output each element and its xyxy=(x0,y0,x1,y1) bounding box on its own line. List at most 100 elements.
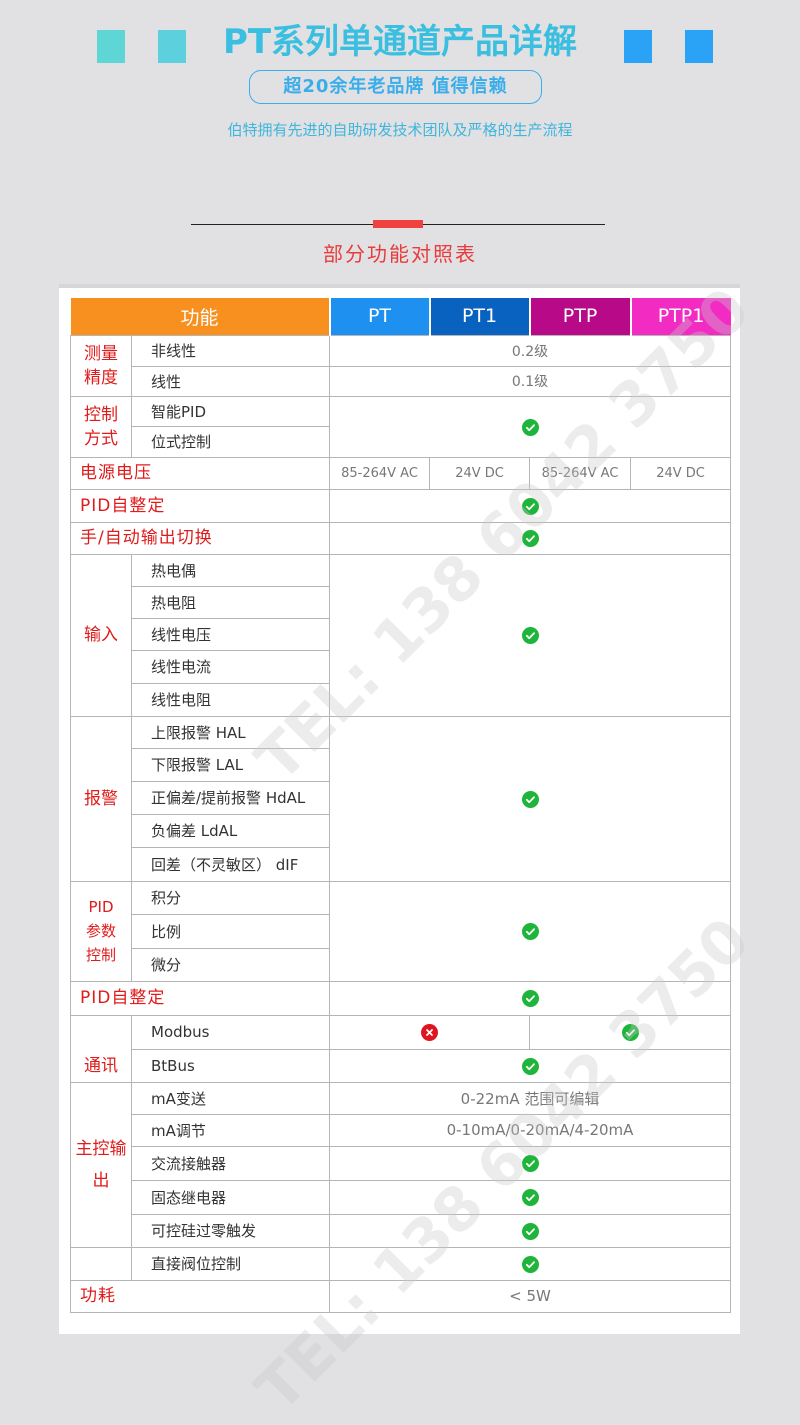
row-value: 0.2级 xyxy=(329,334,732,367)
row-label: 可控硅过零触发 xyxy=(130,1213,331,1248)
table-row: 功耗 < 5W xyxy=(69,1279,732,1313)
check-icon xyxy=(521,418,539,436)
pt1-value: 24V DC xyxy=(429,456,531,490)
table-row: 报警 上限报警 HAL xyxy=(70,715,732,882)
table-row: 通讯 Modbus xyxy=(70,1014,732,1083)
table-row: 电源电压 85-264V AC 24V DC 85-264V AC 24V DC xyxy=(69,456,732,490)
header-ptp: PTP xyxy=(529,298,632,335)
group-label: 主控输出 xyxy=(70,1081,132,1248)
group-label: PID 参数 控制 xyxy=(70,880,132,982)
check-icon xyxy=(521,1155,539,1172)
group-label: 报警 xyxy=(70,715,132,882)
table-row: PID自整定 xyxy=(69,980,732,1016)
check-cell xyxy=(329,1246,732,1281)
decor-square xyxy=(685,30,713,63)
check-cell xyxy=(329,521,732,555)
row-label: 热电阻 xyxy=(130,585,331,619)
row-label: Modbus xyxy=(130,1014,331,1050)
check-icon xyxy=(521,1255,539,1273)
check-icon xyxy=(521,497,539,515)
check-cell xyxy=(329,1213,732,1248)
group-label: 测量精度 xyxy=(70,334,132,397)
check-cell xyxy=(329,488,732,523)
header-feature: 功能 xyxy=(70,298,331,335)
subtitle: 伯特拥有先进的自助研发技术团队及严格的生产流程 xyxy=(227,121,573,139)
row-label: 功耗 xyxy=(69,1279,331,1313)
check-cell xyxy=(329,980,732,1016)
row-label: 正偏差/提前报警 HdAL xyxy=(130,780,331,815)
row-label: 上限报警 HAL xyxy=(130,715,331,749)
table-row: 主控输出 mA变送 0-22mA 范围可编辑 xyxy=(70,1081,732,1248)
row-label: 线性 xyxy=(130,365,331,397)
table-row: 控制方式 智能PID xyxy=(70,395,732,458)
check-cell xyxy=(329,880,732,982)
row-value: 0-10mA/0-20mA/4-20mA xyxy=(329,1113,732,1147)
decor-square xyxy=(624,30,652,63)
row-value: 0.1级 xyxy=(329,365,732,397)
check-icon xyxy=(521,1189,539,1206)
row-label: mA调节 xyxy=(130,1113,331,1147)
row-label: PID自整定 xyxy=(69,980,331,1016)
slogan-badge: 超20余年老品牌 值得信赖 xyxy=(249,70,542,104)
divider-accent xyxy=(373,220,423,228)
page-title: PT系列单通道产品详解 xyxy=(222,22,578,62)
row-label: 回差（不灵敏区） dIF xyxy=(130,846,331,882)
group-label: 输入 xyxy=(70,553,132,717)
ptp-value: 85-264V AC xyxy=(529,456,632,490)
group-label: 通讯 xyxy=(70,1014,132,1083)
check-icon xyxy=(521,1057,539,1075)
row-label: mA变送 xyxy=(130,1081,331,1115)
cross-cell xyxy=(329,1014,531,1050)
table-row: 直接阀位控制 xyxy=(70,1246,732,1281)
decor-square xyxy=(158,30,186,63)
check-icon xyxy=(521,1222,539,1240)
empty-cell xyxy=(70,1246,132,1281)
row-label: PID自整定 xyxy=(69,488,331,523)
row-label: 线性电阻 xyxy=(130,682,331,717)
row-value: < 5W xyxy=(329,1279,732,1313)
row-label: 手/自动输出切换 xyxy=(69,521,331,555)
check-icon xyxy=(621,1024,639,1041)
row-label: 线性电压 xyxy=(130,617,331,651)
ptp1-value: 24V DC xyxy=(630,456,732,490)
table-row: 线性 0.1级 xyxy=(71,365,732,397)
cross-icon xyxy=(421,1024,439,1041)
row-label: 下限报警 LAL xyxy=(130,747,331,782)
table-row: 输入 热电偶 xyxy=(70,553,732,717)
table-row: PID 参数 控制 积分 xyxy=(70,880,732,982)
row-label: 非线性 xyxy=(130,334,331,367)
row-label: BtBus xyxy=(130,1048,331,1083)
check-icon xyxy=(521,627,539,644)
row-label: 固态继电器 xyxy=(130,1179,331,1215)
row-label: 位式控制 xyxy=(130,425,331,458)
row-label: 比例 xyxy=(130,913,331,949)
header-pt1: PT1 xyxy=(429,298,531,335)
table-row: PID自整定 xyxy=(69,488,732,523)
group-label-line: 控制 xyxy=(85,946,116,964)
row-label: 负偏差 LdAL xyxy=(130,813,331,848)
group-label: 控制方式 xyxy=(70,395,132,458)
row-label: 积分 xyxy=(130,880,331,915)
table-row: 手/自动输出切换 xyxy=(69,521,732,555)
row-value: 0-22mA 范围可编辑 xyxy=(329,1081,732,1115)
group-label-line: PID xyxy=(88,898,114,916)
row-label: 电源电压 xyxy=(69,456,331,490)
section-title: 部分功能对照表 xyxy=(323,242,477,266)
check-cell xyxy=(329,1179,732,1215)
row-label: 智能PID xyxy=(130,395,331,427)
check-cell xyxy=(329,1145,732,1181)
table-row: 测量精度 非线性 0.2级 xyxy=(70,334,732,397)
row-label: 直接阀位控制 xyxy=(130,1246,331,1281)
row-label: 热电偶 xyxy=(130,553,331,587)
row-label: 交流接触器 xyxy=(130,1145,331,1181)
decor-square xyxy=(97,30,125,63)
header-ptp1: PTP1 xyxy=(630,298,731,335)
check-icon xyxy=(521,790,539,808)
check-cell xyxy=(329,715,732,882)
header-pt: PT xyxy=(329,298,431,335)
check-cell xyxy=(529,1014,732,1050)
feature-comparison-table: 功能 PT PT1 PTP PTP1 测量精度 非线性 0.2级 线性 0.1级… xyxy=(69,298,732,1313)
check-cell xyxy=(329,1048,732,1083)
check-icon xyxy=(521,990,539,1007)
pt-value: 85-264V AC xyxy=(329,456,431,490)
